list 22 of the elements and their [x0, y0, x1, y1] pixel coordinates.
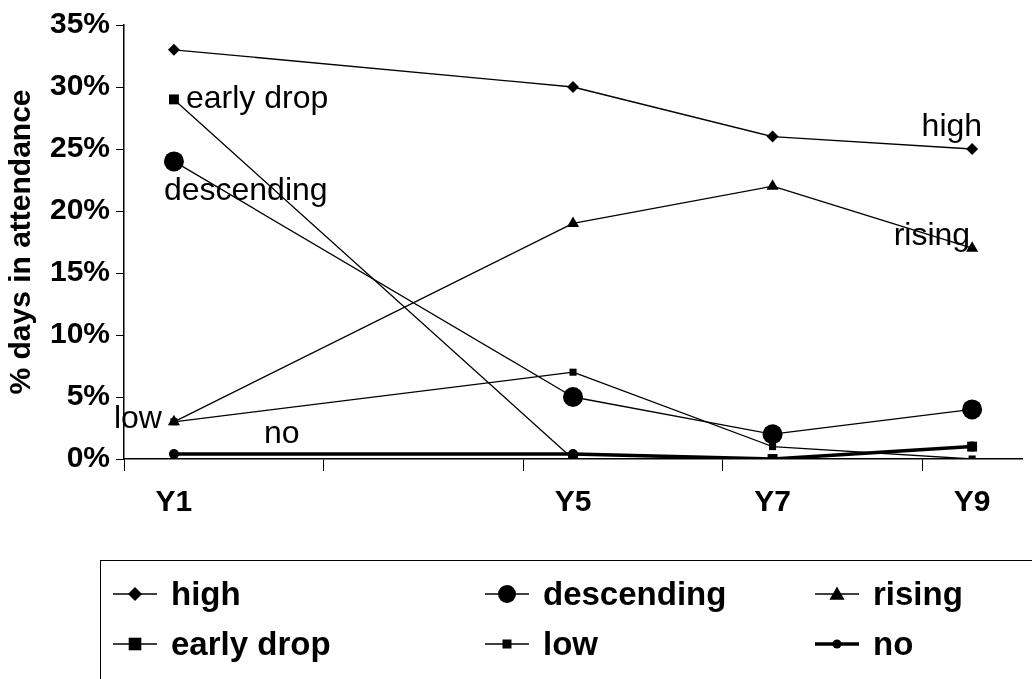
- annotation: early drop: [185, 79, 329, 116]
- annotation: high: [921, 106, 983, 143]
- y-tick-label: 35%: [50, 6, 111, 40]
- y-tick-label: 25%: [50, 130, 111, 164]
- legend-label: high: [171, 575, 241, 613]
- legend-label: rising: [873, 575, 963, 613]
- legend-label: descending: [543, 575, 727, 613]
- legend-label: no: [873, 625, 914, 663]
- y-tick-label: 20%: [50, 192, 111, 226]
- y-tick-label: 5%: [66, 378, 111, 412]
- x-tick-label: Y1: [155, 484, 193, 518]
- y-axis-title: % days in attendance: [3, 89, 37, 395]
- x-tick-label: Y5: [554, 484, 592, 518]
- y-tick-label: 10%: [50, 316, 111, 350]
- legend-label: low: [543, 625, 598, 663]
- y-tick-label: 30%: [50, 68, 111, 102]
- annotation: no: [263, 413, 300, 450]
- y-tick-label: 15%: [50, 254, 111, 288]
- legend-label: early drop: [171, 625, 331, 663]
- y-tick-label: 0%: [66, 440, 111, 474]
- x-tick-label: Y9: [953, 484, 991, 518]
- x-tick-label: Y7: [754, 484, 791, 518]
